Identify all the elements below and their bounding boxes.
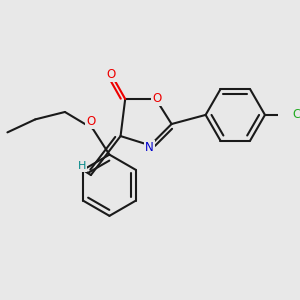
- Text: N: N: [145, 141, 154, 154]
- Text: O: O: [107, 68, 116, 81]
- Text: Cl: Cl: [292, 108, 300, 122]
- Text: O: O: [86, 115, 95, 128]
- Text: O: O: [152, 92, 161, 105]
- Text: H: H: [77, 161, 86, 171]
